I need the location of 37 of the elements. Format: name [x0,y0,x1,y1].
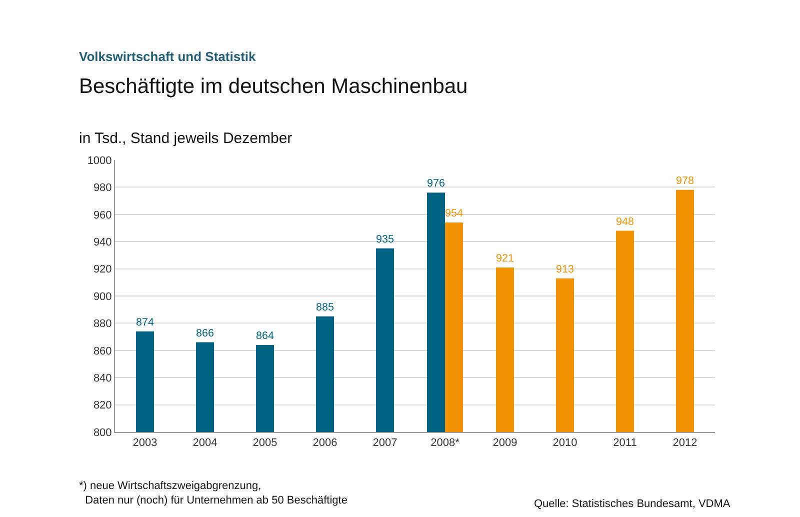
chart-subtitle: Volkswirtschaft und Statistik [79,49,257,64]
y-tick-label: 880 [93,318,112,330]
y-tick-label: 980 [93,182,112,194]
source-note: Quelle: Statistisches Bundesamt, VDMA [534,498,731,510]
data-label: 864 [256,330,274,342]
x-tick-label: 2009 [492,437,518,450]
data-label: 976 [427,178,445,190]
x-tick-label: 2004 [192,437,218,450]
data-label: 935 [376,233,394,246]
x-tick-label: 2005 [252,437,278,450]
text: *) neue Wirtschaftszweigabgrenzung, Daten nur (noch) für Unternehmen ab 50 Beschäftigte [79,480,348,506]
chart-title: Beschäftigte im deutschen Maschinenbau [79,75,468,98]
x-tick-label: 2006 [312,437,338,450]
y-axis-title: in Tsd., Stand jeweils Dezember [79,130,292,147]
y-tick-label: 820 [93,400,112,412]
data-label: 921 [496,252,514,264]
data-label: 978 [676,174,694,187]
data-label: 874 [136,316,154,328]
data-label: 954 [445,208,463,220]
x-tick-label: 2010 [552,437,578,450]
x-tick-label: 2012 [672,437,698,450]
data-label: 913 [556,263,574,276]
data-label: 885 [316,301,334,314]
y-tick-label: 940 [93,236,112,248]
y-tick-label: 1000 [87,154,112,167]
x-tick-label: 2007 [372,437,398,450]
y-tick-label: 840 [93,372,112,384]
x-tick-label: 2011 [613,437,637,450]
y-tick-label: 920 [93,264,112,276]
data-label: 948 [616,216,634,228]
x-tick-label: 2003 [132,437,158,450]
y-tick-label: 860 [93,345,112,358]
data-label: 866 [196,327,214,340]
x-tick-label: 2008* [430,437,460,450]
y-tick-label: 960 [93,209,112,222]
y-tick-label: 800 [93,426,112,439]
y-tick-label: 900 [93,290,112,303]
